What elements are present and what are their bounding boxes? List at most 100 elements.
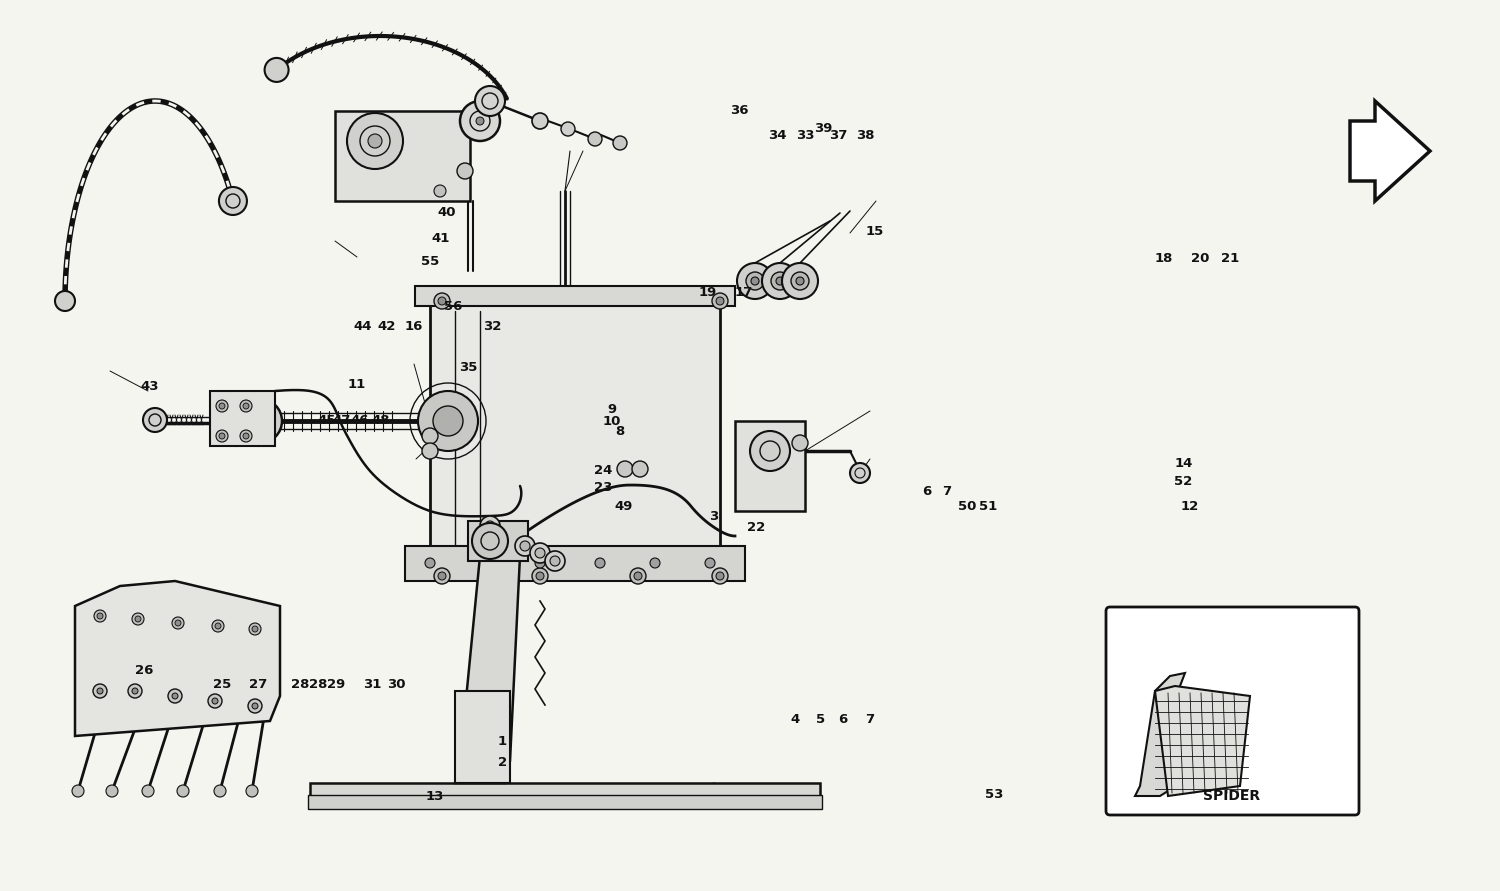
Text: 48: 48	[372, 414, 390, 427]
Text: 29: 29	[327, 678, 345, 691]
Circle shape	[530, 543, 550, 563]
Circle shape	[216, 430, 228, 442]
Circle shape	[135, 616, 141, 622]
Circle shape	[209, 694, 222, 708]
Text: 55: 55	[422, 256, 440, 268]
Text: 52: 52	[1174, 475, 1192, 487]
Circle shape	[514, 536, 535, 556]
Text: 25: 25	[213, 678, 231, 691]
Text: 1: 1	[1180, 623, 1190, 635]
Bar	[334, 111, 470, 201]
Circle shape	[264, 58, 288, 82]
Polygon shape	[1155, 686, 1250, 796]
Circle shape	[142, 408, 166, 432]
Circle shape	[752, 277, 759, 285]
Text: 5: 5	[816, 714, 825, 726]
Circle shape	[422, 443, 438, 459]
Text: 44: 44	[354, 320, 372, 332]
Text: 18: 18	[1155, 252, 1173, 265]
Polygon shape	[75, 581, 280, 736]
Text: 38: 38	[856, 129, 874, 142]
Circle shape	[716, 297, 724, 305]
Text: 28: 28	[291, 678, 309, 691]
Circle shape	[850, 463, 870, 483]
Circle shape	[438, 297, 446, 305]
Text: 20: 20	[1191, 252, 1209, 265]
Text: 6: 6	[922, 486, 932, 498]
Circle shape	[172, 693, 178, 699]
Text: 54: 54	[1232, 620, 1248, 634]
Text: 12: 12	[1180, 500, 1198, 512]
Circle shape	[532, 568, 548, 584]
Circle shape	[484, 521, 495, 531]
Circle shape	[480, 516, 500, 536]
Text: 36: 36	[730, 104, 748, 117]
Circle shape	[176, 620, 181, 626]
Circle shape	[630, 568, 646, 584]
Polygon shape	[454, 536, 520, 783]
Text: 28: 28	[309, 678, 327, 691]
Text: 11: 11	[348, 379, 366, 391]
FancyBboxPatch shape	[1106, 607, 1359, 815]
Bar	[210, 391, 274, 446]
Circle shape	[472, 523, 508, 559]
Circle shape	[614, 136, 627, 150]
Circle shape	[214, 623, 220, 629]
Text: 40: 40	[438, 206, 456, 218]
Bar	[308, 795, 822, 809]
Circle shape	[422, 428, 438, 444]
Circle shape	[632, 461, 648, 477]
Circle shape	[790, 272, 808, 290]
Circle shape	[438, 572, 446, 580]
Circle shape	[712, 293, 728, 309]
Text: 6: 6	[839, 714, 848, 726]
Circle shape	[249, 623, 261, 635]
Text: 27: 27	[249, 678, 267, 691]
Text: 8: 8	[615, 425, 624, 437]
Circle shape	[219, 433, 225, 439]
Text: 13: 13	[426, 790, 444, 803]
Text: 47: 47	[333, 414, 351, 427]
Text: 21: 21	[1221, 252, 1239, 265]
Text: 23: 23	[594, 481, 612, 494]
Circle shape	[177, 785, 189, 797]
Circle shape	[634, 572, 642, 580]
Circle shape	[98, 613, 104, 619]
Circle shape	[476, 86, 506, 116]
Text: 35: 35	[459, 362, 477, 374]
Circle shape	[433, 293, 450, 309]
Text: 16: 16	[405, 320, 423, 332]
Text: 30: 30	[387, 678, 405, 691]
Circle shape	[211, 620, 223, 632]
Polygon shape	[1136, 673, 1185, 796]
Text: 3: 3	[710, 511, 718, 523]
Circle shape	[240, 430, 252, 442]
Circle shape	[243, 403, 249, 409]
Circle shape	[782, 263, 818, 299]
Circle shape	[536, 548, 544, 558]
Circle shape	[736, 263, 772, 299]
Text: 26: 26	[135, 664, 153, 676]
Circle shape	[72, 785, 84, 797]
Circle shape	[219, 403, 225, 409]
Circle shape	[219, 187, 248, 215]
Circle shape	[172, 617, 184, 629]
Circle shape	[650, 558, 660, 568]
Circle shape	[458, 163, 472, 179]
Circle shape	[596, 558, 604, 568]
Text: 39: 39	[815, 122, 833, 135]
Text: 49: 49	[615, 500, 633, 512]
Circle shape	[132, 688, 138, 694]
Circle shape	[750, 431, 790, 471]
Circle shape	[106, 785, 118, 797]
Bar	[416, 286, 735, 306]
Circle shape	[168, 689, 182, 703]
Bar	[735, 421, 806, 511]
Circle shape	[248, 699, 262, 713]
Text: 24: 24	[594, 464, 612, 477]
Circle shape	[433, 185, 445, 197]
Text: 10: 10	[603, 415, 621, 428]
Circle shape	[142, 785, 154, 797]
Bar	[310, 783, 821, 801]
Text: 56: 56	[444, 300, 462, 313]
